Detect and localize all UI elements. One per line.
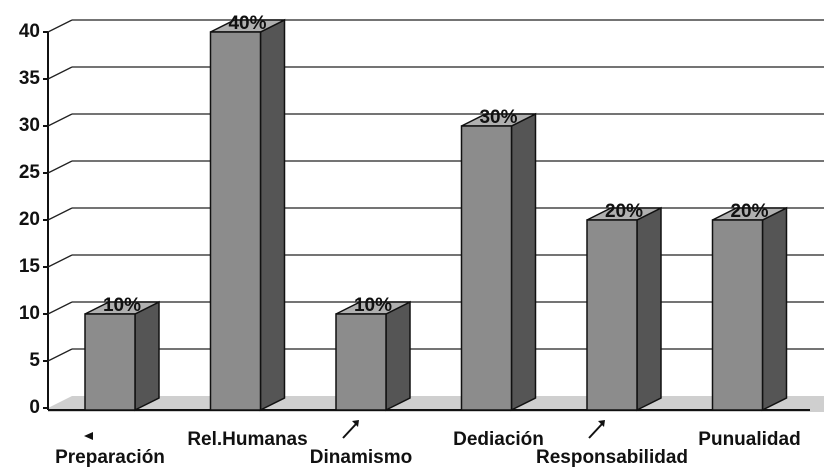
bar-face	[586, 219, 638, 411]
grid-line	[47, 113, 73, 127]
bar-face	[385, 300, 411, 412]
grid-line	[47, 301, 73, 315]
x-tick-label: Dediación	[453, 429, 544, 450]
bar-face	[335, 313, 387, 411]
x-tick-label: Dinamismo	[310, 447, 412, 468]
y-tick-label: 30	[19, 115, 40, 136]
bar	[711, 206, 788, 412]
arrow	[342, 423, 357, 439]
bar-face	[460, 125, 513, 411]
y-tick-label: 35	[19, 68, 41, 89]
arrow	[598, 420, 605, 427]
bar-face	[134, 300, 160, 412]
x-tick-label: Preparación	[55, 447, 165, 468]
y-tick-label: 20	[19, 209, 40, 230]
y-tick-label: 10	[19, 303, 40, 324]
value-label: 30%	[479, 107, 517, 128]
grid-line	[47, 19, 73, 33]
grid-line	[47, 160, 73, 174]
x-tick-label: Punualidad	[698, 429, 800, 450]
y-tick-label: 15	[19, 256, 41, 277]
y-tick-label: 40	[19, 21, 40, 42]
y-tick-label: 25	[19, 162, 41, 183]
x-tick-label: Responsabilidad	[536, 447, 688, 468]
bar-face	[84, 313, 136, 411]
y-tick-label: 0	[29, 397, 40, 418]
bar-face	[510, 112, 537, 412]
bar	[335, 300, 411, 412]
value-label: 20%	[730, 201, 768, 222]
bar-face	[636, 206, 662, 412]
arrow	[84, 432, 93, 440]
grid-line	[47, 207, 73, 221]
value-label: 10%	[103, 295, 141, 316]
bar-face	[209, 31, 262, 411]
grid-line	[47, 254, 73, 268]
value-label: 10%	[354, 295, 392, 316]
bar	[84, 300, 160, 412]
arrow	[352, 420, 359, 427]
bar	[209, 18, 286, 412]
x-tick-label: Rel.Humanas	[187, 429, 307, 450]
grid-line	[47, 348, 73, 362]
bar	[586, 206, 662, 412]
bar-face	[259, 18, 286, 412]
bar-face	[761, 206, 788, 412]
bar-face	[711, 219, 764, 411]
grid-line	[47, 66, 73, 80]
value-label: 40%	[228, 13, 266, 34]
bar	[460, 112, 537, 412]
y-tick-label: 5	[29, 350, 40, 371]
value-label: 20%	[605, 201, 643, 222]
arrow	[588, 423, 603, 439]
